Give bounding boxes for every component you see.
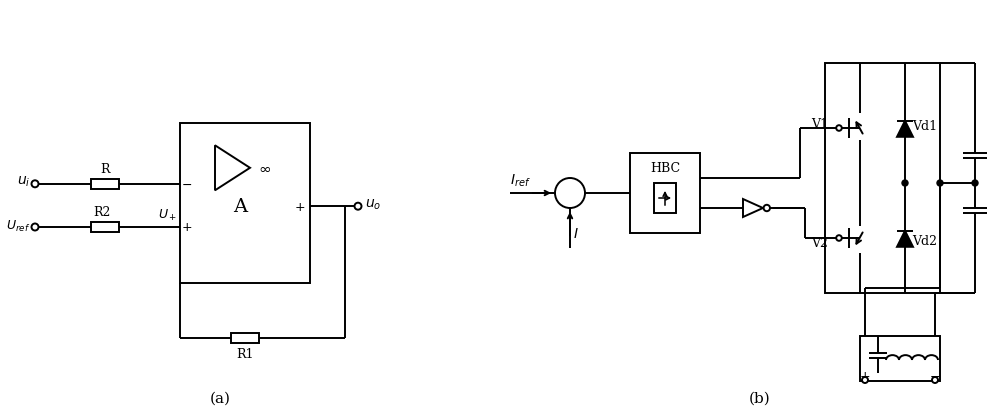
Text: $+$: $+$ — [294, 200, 306, 213]
Circle shape — [836, 126, 842, 131]
Text: Vd1: Vd1 — [912, 119, 937, 132]
Circle shape — [836, 236, 842, 241]
Text: $\infty$: $\infty$ — [258, 161, 272, 176]
Circle shape — [862, 377, 868, 383]
Text: R1: R1 — [236, 347, 254, 360]
Text: R: R — [100, 162, 110, 176]
Circle shape — [764, 205, 770, 212]
Text: $+$: $+$ — [181, 221, 193, 234]
Text: $-$: $-$ — [929, 369, 941, 382]
Text: $u_i$: $u_i$ — [17, 174, 30, 189]
Circle shape — [972, 180, 978, 187]
Bar — [825, 64, 940, 293]
Circle shape — [937, 180, 943, 187]
Circle shape — [555, 178, 585, 209]
Circle shape — [32, 224, 38, 231]
Text: $+$: $+$ — [859, 369, 871, 382]
Text: $-$: $-$ — [181, 178, 193, 191]
Text: A: A — [233, 198, 247, 216]
Text: V1: V1 — [811, 117, 828, 130]
Circle shape — [902, 180, 908, 187]
Bar — [654, 183, 676, 214]
Bar — [91, 223, 119, 233]
Text: $-$: $-$ — [563, 199, 573, 209]
Text: Vd2: Vd2 — [912, 235, 937, 248]
Polygon shape — [897, 121, 913, 138]
Text: (a): (a) — [210, 391, 230, 405]
Text: HBC: HBC — [650, 161, 680, 175]
Text: $I_{ref}$: $I_{ref}$ — [510, 172, 531, 189]
Bar — [231, 333, 259, 343]
Circle shape — [354, 203, 362, 210]
Bar — [180, 124, 310, 283]
Bar — [630, 154, 700, 233]
Bar — [860, 336, 940, 380]
Polygon shape — [897, 231, 913, 247]
Text: (b): (b) — [749, 391, 771, 405]
Text: $U_{ref}$: $U_{ref}$ — [6, 218, 30, 233]
Text: $U_+$: $U_+$ — [158, 207, 178, 223]
Circle shape — [932, 377, 938, 383]
Text: R2: R2 — [93, 206, 111, 218]
Circle shape — [32, 181, 38, 188]
Text: V2: V2 — [811, 237, 828, 250]
Bar — [91, 179, 119, 189]
Text: $u_o$: $u_o$ — [365, 197, 381, 212]
Text: $I$: $I$ — [573, 226, 579, 240]
